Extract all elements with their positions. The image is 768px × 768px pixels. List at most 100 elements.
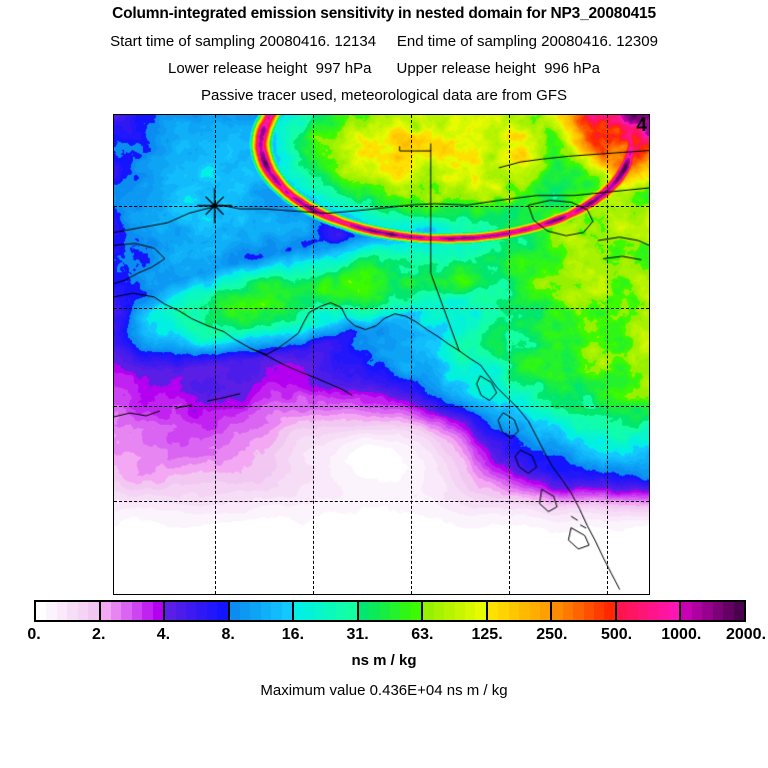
- colorbar-segment: [487, 602, 553, 620]
- colorbar-tick-label: 31.: [346, 626, 369, 643]
- colorbar-shade: [304, 602, 316, 620]
- colorbar-shade: [88, 602, 99, 620]
- colorbar-shade: [100, 602, 111, 620]
- colorbar-tick-label: 500.: [600, 626, 633, 643]
- colorbar-shade: [271, 602, 282, 620]
- colorbar-tick-label: 250.: [536, 626, 568, 643]
- colorbar-shade: [712, 602, 724, 620]
- colorbar-shade: [487, 602, 499, 620]
- colorbar-shade: [315, 602, 326, 620]
- colorbar-shade: [206, 602, 218, 620]
- colorbar-shade: [131, 602, 143, 620]
- colorbar-shade: [669, 602, 680, 620]
- colorbar-segment: [552, 602, 617, 620]
- colorbar-tick-label: 1000.: [661, 626, 702, 643]
- colorbar-segment: [358, 602, 424, 620]
- emission-sensitivity-heatmap: [114, 115, 649, 594]
- colorbar-shade: [185, 602, 197, 620]
- colorbar-shade: [508, 602, 520, 620]
- colorbar-tick-label: 2000.: [725, 626, 767, 643]
- colorbar-shade: [691, 602, 703, 620]
- colorbar-shade: [400, 602, 411, 620]
- colorbar-shade: [454, 602, 465, 620]
- colorbar-shade: [358, 602, 370, 620]
- colorbar-shade: [379, 602, 390, 620]
- colorbar-shade: [627, 602, 638, 620]
- colorbar-shade: [658, 602, 670, 620]
- colorbar[interactable]: [34, 600, 746, 622]
- colorbar-shade: [110, 602, 122, 620]
- colorbar-tick-label: 4.: [156, 626, 171, 643]
- colorbar-shade: [369, 602, 380, 620]
- colorbar-tick-label: 8.: [221, 626, 235, 643]
- colorbar-shade: [733, 602, 744, 620]
- colorbar-shade: [423, 602, 434, 620]
- colorbar-shade: [562, 602, 574, 620]
- colorbar-segment: [36, 602, 101, 620]
- colorbar-shade: [723, 602, 734, 620]
- colorbar-shade: [648, 602, 659, 620]
- colorbar-shade: [637, 602, 649, 620]
- colorbar-shade: [56, 602, 68, 620]
- maximum-value-label: Maximum value 0.436E+04 ns m / kg: [260, 682, 508, 699]
- colorbar-shade: [410, 602, 422, 620]
- colorbar-shade: [335, 602, 347, 620]
- colorbar-container: [34, 600, 746, 622]
- corner-annotation-label: 4: [636, 115, 647, 136]
- colorbar-shade: [681, 602, 692, 620]
- colorbar-shade: [240, 602, 251, 620]
- tracer-info-line: Passive tracer used, meteorological data…: [201, 87, 567, 104]
- colorbar-shade: [604, 602, 615, 620]
- colorbar-shade: [616, 602, 628, 620]
- colorbar-shade: [594, 602, 605, 620]
- colorbar-shade: [175, 602, 186, 620]
- colorbar-shade: [281, 602, 293, 620]
- colorbar-shade: [529, 602, 540, 620]
- colorbar-shade: [217, 602, 228, 620]
- release-heights-line: Lower release height 997 hPa Upper relea…: [168, 60, 600, 77]
- colorbar-shade: [46, 602, 57, 620]
- colorbar-shade: [702, 602, 713, 620]
- colorbar-shade: [142, 602, 153, 620]
- colorbar-tick-label: 63.: [411, 626, 434, 643]
- colorbar-segment: [423, 602, 488, 620]
- colorbar-shade: [250, 602, 261, 620]
- colorbar-shade: [36, 602, 47, 620]
- page-title: Column-integrated emission sensitivity i…: [112, 5, 656, 22]
- colorbar-shade: [77, 602, 89, 620]
- colorbar-segment: [616, 602, 682, 620]
- colorbar-shade: [433, 602, 445, 620]
- colorbar-tick-label: 2.: [92, 626, 106, 643]
- colorbar-unit-label: ns m / kg: [351, 652, 417, 669]
- colorbar-tick-label: 16.: [281, 626, 305, 643]
- colorbar-shade: [260, 602, 272, 620]
- colorbar-segment: [229, 602, 295, 620]
- colorbar-shade: [196, 602, 207, 620]
- colorbar-tick-labels: 0. 2. 4. 8. 16. 31. 63. 125. 250. 500. 1000. 2000.: [0, 626, 768, 646]
- colorbar-shade: [294, 602, 305, 620]
- colorbar-tick-label: 0.: [27, 626, 41, 643]
- colorbar-shade: [325, 602, 336, 620]
- colorbar-shade: [539, 602, 551, 620]
- colorbar-shade: [498, 602, 509, 620]
- colorbar-segment: [294, 602, 359, 620]
- map-plot-frame[interactable]: 4: [113, 114, 650, 595]
- colorbar-shade: [152, 602, 164, 620]
- colorbar-segment: [681, 602, 744, 620]
- colorbar-segment: [165, 602, 230, 620]
- colorbar-shade: [519, 602, 530, 620]
- colorbar-shade: [121, 602, 132, 620]
- colorbar-shade: [390, 602, 401, 620]
- colorbar-shade: [573, 602, 584, 620]
- colorbar-segment: [100, 602, 166, 620]
- colorbar-shade: [229, 602, 241, 620]
- colorbar-shade: [464, 602, 476, 620]
- colorbar-shade: [552, 602, 563, 620]
- colorbar-shade: [67, 602, 78, 620]
- colorbar-shade: [346, 602, 357, 620]
- sampling-times-line: Start time of sampling 20080416. 12134 E…: [110, 33, 658, 50]
- colorbar-tick-label: 125.: [471, 626, 503, 643]
- colorbar-shade: [444, 602, 455, 620]
- colorbar-shade: [583, 602, 595, 620]
- colorbar-shade: [475, 602, 486, 620]
